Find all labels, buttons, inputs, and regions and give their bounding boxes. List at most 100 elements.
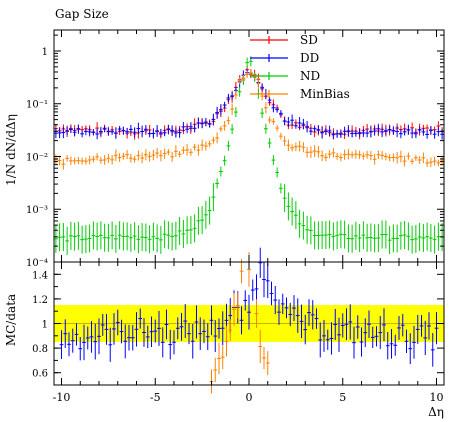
point-dd bbox=[147, 129, 152, 138]
ratio-point-dd bbox=[63, 319, 68, 349]
point-minbias bbox=[410, 158, 414, 165]
ratio-point-minbias bbox=[217, 342, 221, 375]
ratio-point-minbias bbox=[220, 345, 225, 370]
ratio-point-dd bbox=[378, 316, 383, 350]
point-minbias bbox=[185, 144, 189, 156]
point-minbias bbox=[121, 152, 126, 160]
point-dd bbox=[316, 125, 321, 134]
point-dd bbox=[99, 126, 103, 137]
point-dd bbox=[129, 124, 133, 134]
ratio-point-dd bbox=[400, 313, 405, 337]
point-minbias bbox=[324, 153, 328, 162]
y-tick-label-ratio: 1.2 bbox=[32, 295, 48, 306]
point-nd bbox=[185, 216, 189, 245]
point-dd bbox=[230, 92, 234, 100]
point-dd bbox=[204, 117, 208, 127]
data-points bbox=[54, 56, 444, 394]
point-dd bbox=[226, 93, 231, 102]
ratio-point-dd bbox=[359, 327, 364, 357]
point-dd bbox=[380, 126, 384, 138]
point-dd bbox=[324, 128, 328, 135]
ratio-point-dd bbox=[198, 317, 203, 350]
x-tick-label: 0 bbox=[246, 391, 253, 404]
point-minbias bbox=[177, 151, 182, 158]
point-dd bbox=[215, 106, 219, 119]
point-minbias bbox=[406, 152, 411, 160]
y-tick-label-main: 10⁻² bbox=[26, 152, 48, 163]
point-dd bbox=[297, 117, 302, 130]
ratio-point-dd bbox=[299, 304, 304, 339]
ratio-point-dd bbox=[318, 322, 323, 358]
point-nd bbox=[361, 221, 366, 250]
x-tick-labels: -10 -5 0 5 10 bbox=[53, 391, 444, 404]
point-nd bbox=[395, 224, 399, 253]
point-nd bbox=[200, 206, 204, 235]
ratio-point-dd bbox=[284, 297, 289, 319]
ratio-point-dd bbox=[303, 314, 308, 345]
point-minbias bbox=[80, 157, 84, 165]
point-dd bbox=[117, 125, 122, 133]
point-minbias bbox=[380, 151, 384, 160]
point-nd bbox=[170, 222, 174, 251]
ratio-point-dd bbox=[258, 247, 263, 278]
point-minbias bbox=[417, 156, 422, 164]
point-minbias bbox=[215, 132, 219, 144]
point-nd bbox=[290, 197, 294, 226]
point-nd bbox=[211, 183, 216, 212]
point-minbias bbox=[219, 125, 223, 132]
point-dd bbox=[144, 125, 148, 134]
point-minbias bbox=[357, 150, 362, 159]
point-minbias bbox=[181, 146, 186, 155]
point-minbias bbox=[290, 144, 294, 152]
point-nd bbox=[245, 57, 249, 68]
ratio-point-dd bbox=[415, 314, 420, 344]
point-minbias bbox=[245, 70, 249, 79]
point-dd bbox=[95, 128, 99, 140]
point-minbias bbox=[294, 142, 298, 152]
point-nd bbox=[117, 221, 122, 250]
point-nd bbox=[114, 224, 118, 253]
point-nd bbox=[226, 140, 231, 151]
point-nd bbox=[106, 223, 111, 252]
point-dd bbox=[327, 125, 332, 136]
point-dd bbox=[372, 126, 377, 136]
point-nd bbox=[425, 222, 429, 251]
point-nd bbox=[376, 223, 381, 252]
point-nd bbox=[159, 225, 163, 254]
point-nd bbox=[196, 206, 201, 235]
point-dd bbox=[132, 127, 137, 138]
point-nd bbox=[279, 183, 283, 194]
ratio-point-dd bbox=[74, 323, 79, 346]
y-tick-label-ratio: 0.8 bbox=[32, 344, 48, 355]
y-tick-label-main: 10⁻¹ bbox=[26, 100, 48, 111]
point-minbias bbox=[222, 121, 227, 131]
point-minbias bbox=[99, 156, 103, 164]
point-dd bbox=[282, 117, 287, 126]
point-dd bbox=[54, 128, 58, 139]
ratio-point-dd bbox=[89, 321, 94, 353]
point-minbias bbox=[282, 136, 287, 146]
point-dd bbox=[384, 127, 388, 136]
point-nd bbox=[234, 107, 238, 118]
point-dd bbox=[106, 128, 111, 136]
point-dd bbox=[429, 126, 433, 135]
ratio-point-minbias bbox=[254, 299, 259, 328]
ratio-point-minbias bbox=[239, 258, 244, 284]
point-nd bbox=[166, 221, 171, 250]
ratio-point-dd bbox=[187, 323, 191, 345]
point-minbias bbox=[429, 157, 433, 168]
legend-label-dd: DD bbox=[300, 51, 319, 65]
point-dd bbox=[417, 126, 422, 134]
point-minbias bbox=[279, 132, 283, 140]
point-dd bbox=[196, 117, 201, 129]
point-minbias bbox=[267, 116, 272, 124]
y-tick-label-main: 1 bbox=[42, 47, 48, 58]
plot-title: Gap Size bbox=[55, 7, 109, 21]
point-dd bbox=[72, 127, 77, 137]
point-dd bbox=[376, 123, 381, 134]
point-minbias bbox=[170, 151, 174, 162]
ratio-point-dd bbox=[82, 324, 86, 361]
point-minbias bbox=[387, 154, 392, 162]
point-minbias bbox=[346, 149, 351, 160]
y-axis-label-ratio: MC/data bbox=[4, 294, 18, 346]
